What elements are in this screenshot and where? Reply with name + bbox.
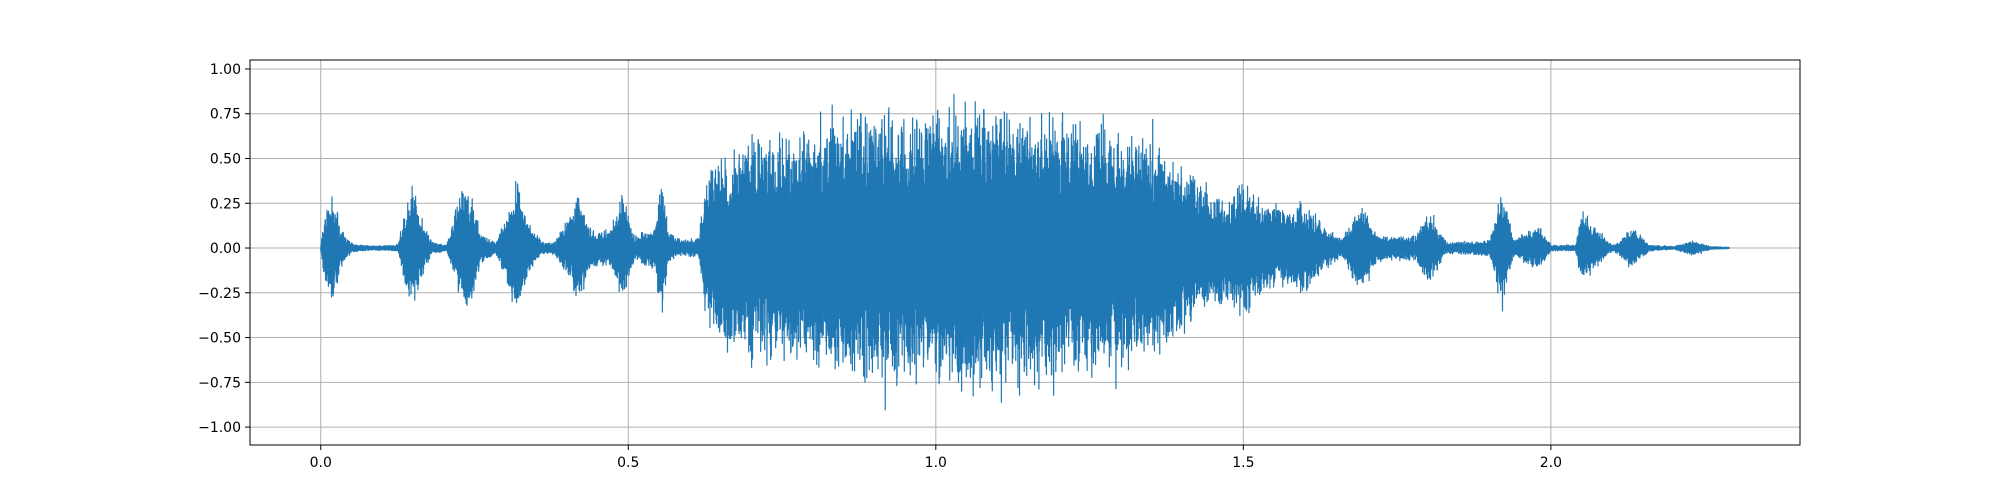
x-tick-label: 2.0: [1540, 455, 1562, 471]
y-tick-label: 0.25: [210, 196, 241, 212]
y-tick-label: 0.00: [210, 241, 241, 257]
x-tick-label: 0.0: [310, 455, 332, 471]
x-tick-label: 0.5: [617, 455, 639, 471]
y-tick-label: 0.50: [210, 151, 241, 167]
y-tick-label: −1.00: [198, 420, 241, 436]
series-layer: [320, 93, 1730, 411]
axes-frame: [249, 59, 1801, 446]
y-tick-label: 0.75: [210, 107, 241, 123]
y-tick-label: −0.50: [198, 331, 241, 347]
y-tick-label: −0.25: [198, 286, 241, 302]
y-tick-label: −0.75: [198, 375, 241, 391]
y-tick-label: 1.00: [210, 62, 241, 78]
x-tick-label: 1.0: [925, 455, 947, 471]
x-tick-label: 1.5: [1232, 455, 1254, 471]
ticks: 0.0 0.5 1.0 1.5 2.0 1.00 0.75 0.50 0.25 0.00 −0.25…: [198, 62, 1562, 471]
waveform-line: [320, 93, 1730, 411]
